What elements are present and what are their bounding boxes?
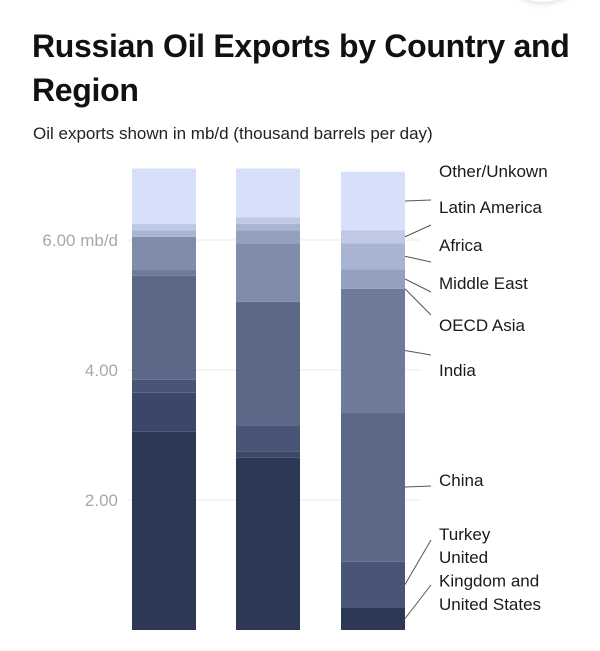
bar-segment	[236, 217, 300, 224]
bar-segment	[132, 236, 196, 270]
legend-leader-line	[404, 199, 432, 202]
chart-title: Russian Oil Exports by Country and Regio…	[32, 28, 570, 108]
legend-label: OECD Asia	[439, 316, 526, 335]
bar-segment	[236, 230, 300, 244]
bar-segment	[132, 168, 196, 224]
bar-segment	[236, 168, 300, 218]
top-right-tab-shape	[498, 0, 588, 2]
bar-segment	[341, 269, 405, 289]
legend-leader-line	[404, 255, 432, 263]
bar-segment	[236, 223, 300, 231]
bar-segment	[341, 561, 405, 608]
legend-label: Other/Unkown	[439, 162, 548, 181]
legend-label: China	[439, 471, 484, 490]
legend-label: Africa	[439, 236, 483, 255]
legend-label: United Kingdom and United States	[439, 548, 541, 614]
bar-segment	[132, 230, 196, 237]
bar-segment	[132, 269, 196, 276]
bar-segment	[132, 223, 196, 231]
bar-segment	[341, 412, 405, 562]
legend-leader-line	[404, 584, 432, 619]
bar-segment	[236, 301, 300, 426]
legend-leader-line	[404, 288, 432, 316]
bar-segment	[132, 379, 196, 393]
legend-leader-line	[404, 350, 432, 356]
legend-leader-line	[404, 485, 432, 488]
bar-segment	[132, 431, 196, 630]
legend-label: Turkey	[439, 525, 491, 544]
bar-segment	[341, 243, 405, 270]
legend-leader-line	[404, 224, 432, 238]
bar-segment	[236, 457, 300, 630]
legend-leader-line	[404, 539, 432, 585]
bar-segment	[341, 230, 405, 244]
bar-segment	[341, 607, 405, 630]
bar-segment	[236, 243, 300, 302]
bar-segment	[132, 275, 196, 380]
legend-leader-line	[404, 278, 432, 293]
bar-segment	[132, 392, 196, 432]
y-tick-label: 2.00	[85, 491, 118, 510]
legend-label: Latin America	[439, 198, 543, 217]
y-tick-label: 4.00	[85, 361, 118, 380]
chart-subtitle: Oil exports shown in mb/d (thousand barr…	[33, 124, 433, 143]
bar-segment	[236, 451, 300, 458]
legend-label: Middle East	[439, 274, 528, 293]
legend-label: India	[439, 361, 476, 380]
y-tick-label: 6.00 mb/d	[42, 231, 118, 250]
bar-segment	[341, 288, 405, 413]
bar-segment	[236, 425, 300, 452]
bar-segment	[341, 171, 405, 231]
